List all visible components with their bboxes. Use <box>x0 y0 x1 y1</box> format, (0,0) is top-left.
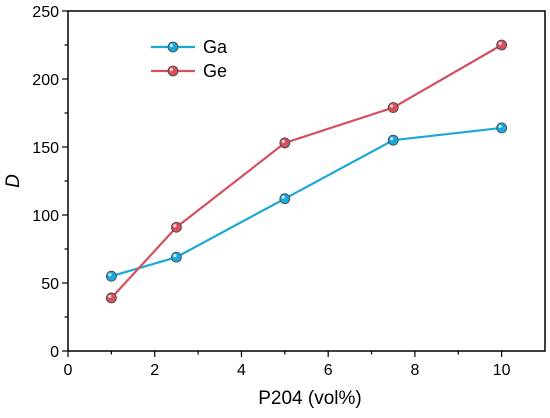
x-tick-label: 4 <box>237 362 246 379</box>
data-point-highlight <box>281 139 285 144</box>
data-point-highlight <box>173 254 177 258</box>
data-point-ga <box>496 122 508 134</box>
series-line-ga <box>111 126 502 278</box>
y-tick-label: 50 <box>41 276 59 293</box>
data-point-ga <box>387 134 399 146</box>
y-tick-label: 150 <box>32 140 59 157</box>
x-axis-title: P204 (vol%) <box>258 388 362 409</box>
data-point-highlight <box>390 104 394 108</box>
x-tick-label: 6 <box>324 362 333 379</box>
plot-frame <box>64 10 546 355</box>
series-layer <box>105 39 508 304</box>
data-point-ge <box>105 292 117 304</box>
data-point-ge <box>387 102 399 113</box>
data-point-ge <box>171 221 182 233</box>
x-tick-label: 8 <box>410 362 419 379</box>
legend-marker-highlight <box>169 67 174 72</box>
data-point-highlight <box>498 41 502 46</box>
legend-marker-ga <box>167 41 179 53</box>
data-point-highlight <box>498 124 502 129</box>
data-point-highlight <box>108 273 112 277</box>
x-tick-label: 2 <box>150 362 159 379</box>
legend-marker-ge <box>167 65 179 77</box>
y-axis-title: D <box>3 174 24 188</box>
legend-marker-highlight <box>169 43 174 48</box>
y-tick-label: 250 <box>32 4 59 21</box>
x-axis-ticks: 0 2 4 6 8 10 <box>64 351 511 379</box>
y-tick-label: 0 <box>50 344 59 361</box>
data-point-highlight <box>173 224 177 228</box>
y-axis-ticks: 0 50 100 150 200 250 <box>32 4 68 361</box>
y-tick-label: 100 <box>32 208 59 225</box>
x-tick-label: 10 <box>493 362 511 379</box>
legend-label-ga: Ga <box>203 37 228 57</box>
legend: Ga Ge <box>151 37 228 81</box>
data-point-highlight <box>108 294 112 299</box>
data-point-ga <box>105 270 117 282</box>
data-point-ge <box>496 39 508 51</box>
data-point-ga <box>171 251 182 263</box>
x-tick-label: 0 <box>64 362 73 379</box>
data-point-ga <box>279 193 291 205</box>
data-point-ge <box>279 137 291 149</box>
data-point-highlight <box>281 195 285 199</box>
data-point-highlight <box>390 137 394 141</box>
legend-label-ge: Ge <box>203 61 227 81</box>
y-tick-label: 200 <box>32 72 59 89</box>
